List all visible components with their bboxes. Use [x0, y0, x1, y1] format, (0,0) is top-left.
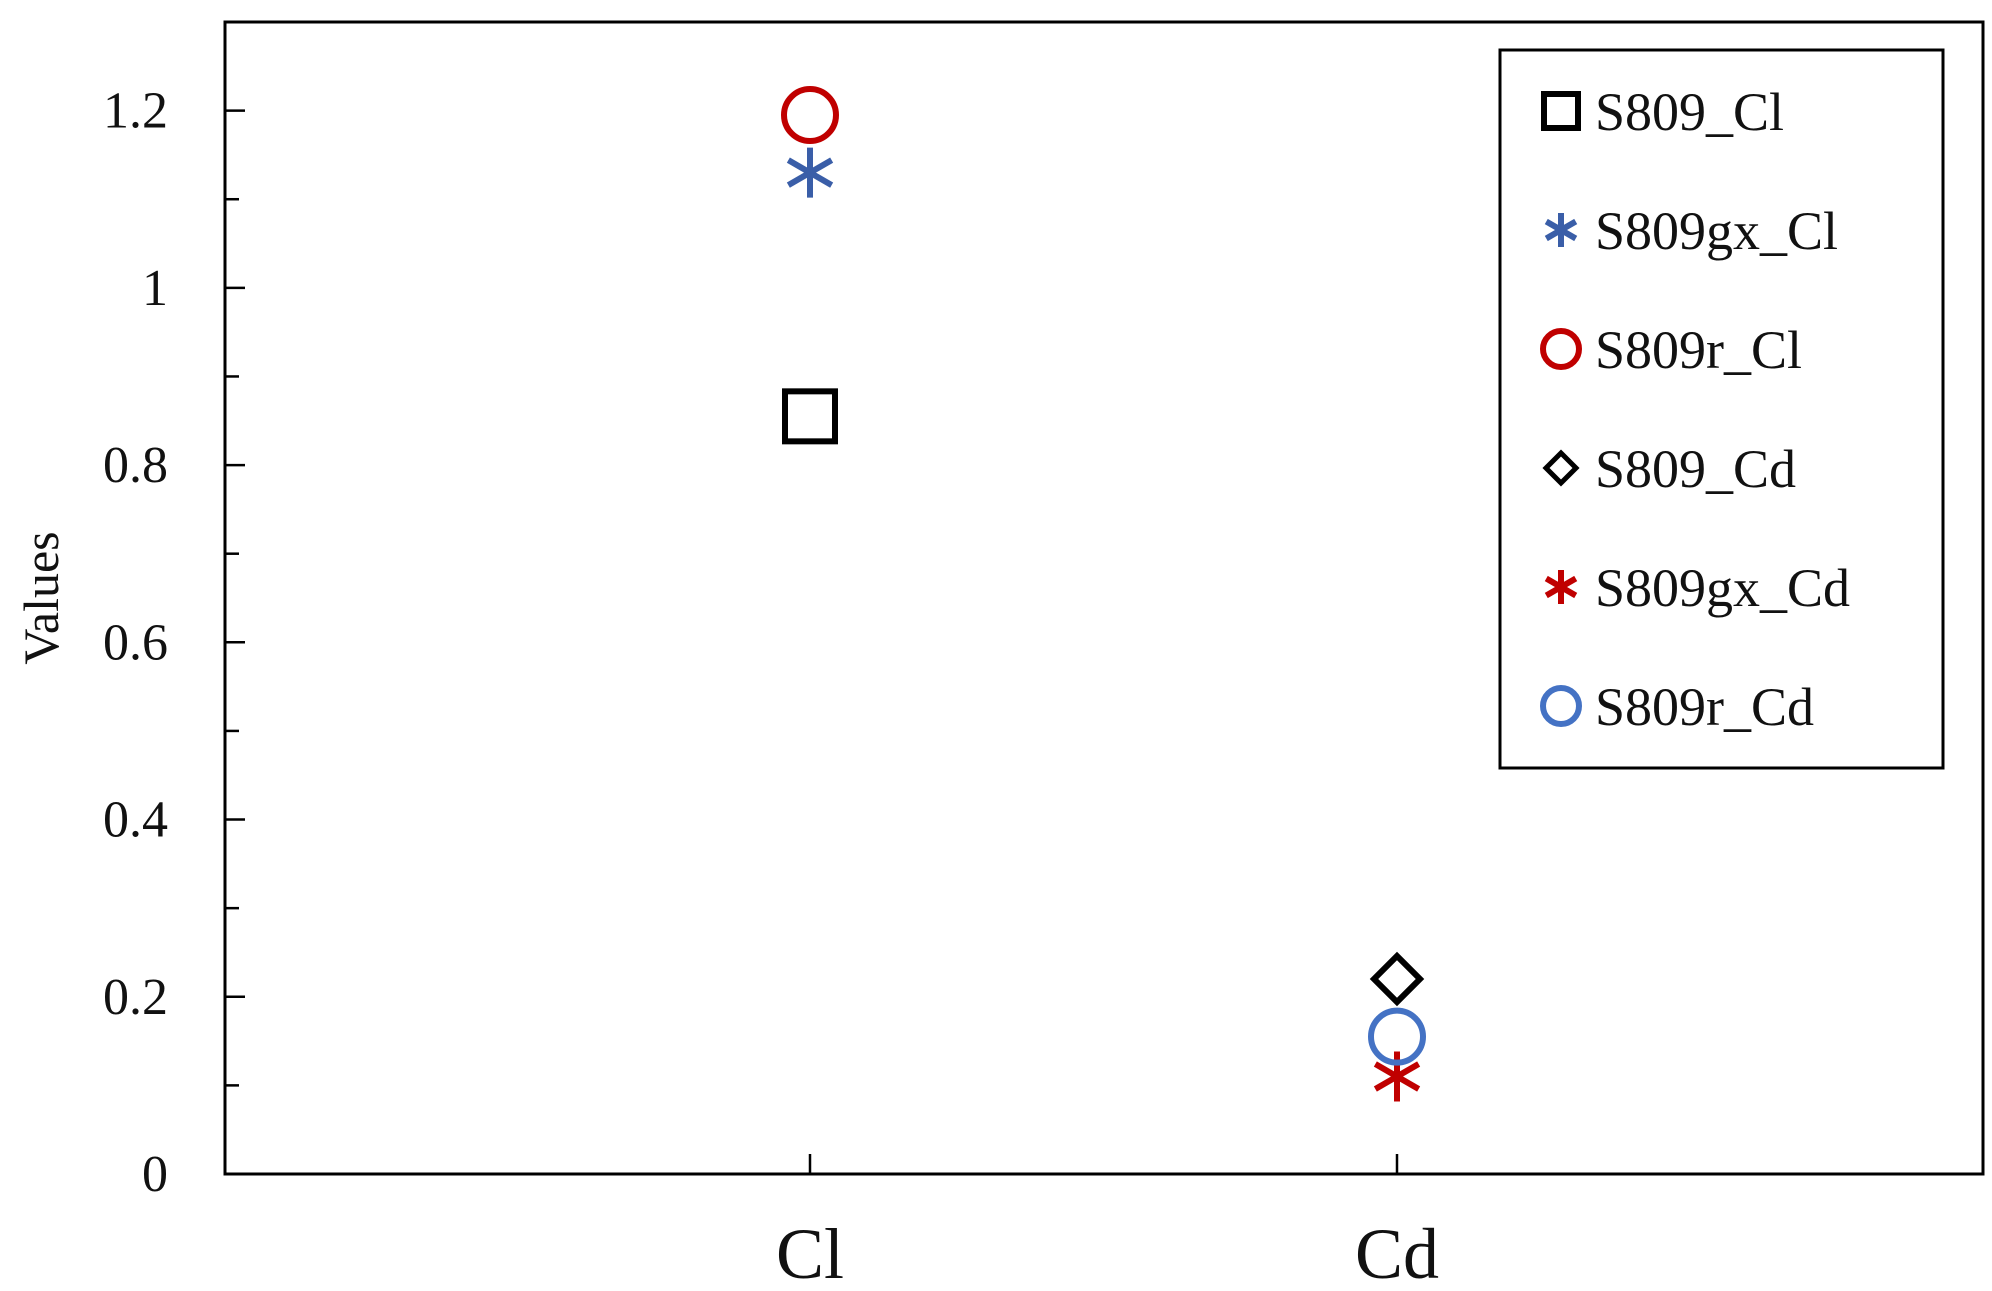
y-axis-label: Values — [13, 531, 69, 664]
legend-label: S809_Cl — [1595, 82, 1784, 142]
point-s809-cd — [1369, 951, 1425, 1007]
legend-label: S809r_Cd — [1595, 677, 1814, 737]
point-s809-cl — [782, 388, 838, 445]
x-tick-label-cd: Cd — [1355, 1214, 1439, 1291]
y-tick-label: 1.2 — [103, 83, 168, 140]
y-tick-label: 0.2 — [103, 969, 168, 1026]
point-s809gx-cl — [786, 147, 834, 198]
legend-label: S809gx_Cd — [1595, 558, 1850, 618]
legend-label: S809gx_Cl — [1595, 201, 1838, 261]
y-tick-label: 0.8 — [103, 437, 168, 494]
y-axis: 0 0.2 0.4 0.6 0.8 1 1.2 — [103, 20, 245, 1203]
legend: S809_Cl S809gx_Cl S809r_Cl S809_Cd S809gx_Cd… — [1498, 48, 1945, 770]
legend-marker-s809gx-cd — [1544, 570, 1578, 604]
legend-label: S809r_Cl — [1595, 320, 1802, 380]
x-tick-label-cl: Cl — [776, 1214, 844, 1291]
plot-frame — [223, 20, 1985, 1176]
data-points — [781, 86, 1426, 1102]
y-tick-label: 0 — [142, 1146, 168, 1203]
y-tick-label: 0.4 — [103, 792, 168, 849]
legend-marker-s809r-cl — [1540, 328, 1582, 370]
point-s809r-cl — [781, 86, 839, 145]
legend-box — [1498, 48, 1945, 770]
y-tick-label: 0.6 — [103, 614, 168, 671]
legend-marker-s809gx-cl — [1544, 213, 1578, 247]
x-axis: Cl Cd — [776, 1154, 1439, 1291]
point-s809r-cd — [1368, 1007, 1426, 1066]
legend-label: S809_Cd — [1595, 439, 1796, 499]
legend-marker-s809-cd — [1542, 449, 1580, 487]
legend-marker-s809-cl — [1541, 91, 1581, 131]
y-tick-label: 1 — [142, 260, 168, 317]
legend-marker-s809r-cd — [1540, 685, 1582, 727]
